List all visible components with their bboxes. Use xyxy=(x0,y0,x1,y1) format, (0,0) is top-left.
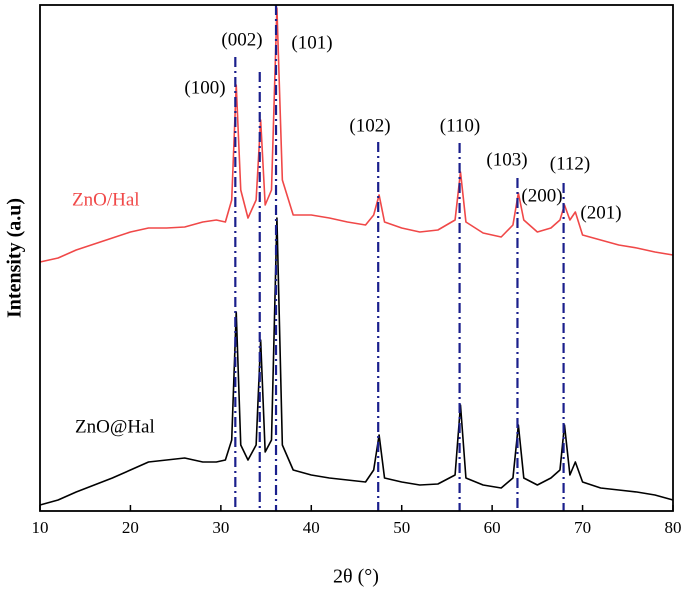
x-tick-label: 80 xyxy=(665,518,682,537)
peak-label: (201) xyxy=(580,202,621,223)
x-tick-label: 10 xyxy=(32,518,49,537)
peak-label: (100) xyxy=(184,77,225,98)
peak-label: (103) xyxy=(486,149,527,170)
peak-label: (002) xyxy=(221,29,262,50)
x-axis-label: 2θ (°) xyxy=(333,566,379,588)
legend-label: ZnO@Hal xyxy=(75,416,155,437)
peak-label: (110) xyxy=(440,115,480,136)
data-line xyxy=(39,217,674,506)
y-axis-label: Intensity (a.u) xyxy=(4,198,26,318)
x-tick-label: 40 xyxy=(303,518,320,537)
x-tick-label: 30 xyxy=(212,518,229,537)
plot-frame xyxy=(39,4,674,512)
peak-label: (112) xyxy=(550,153,590,174)
data-line xyxy=(39,7,674,263)
legend-label: ZnO/Hal xyxy=(72,189,140,210)
peak-label: (101) xyxy=(291,32,332,53)
x-tick-label: 60 xyxy=(484,518,501,537)
x-tick-label: 70 xyxy=(574,518,591,537)
peak-label: (200) xyxy=(521,185,562,206)
x-tick-label: 20 xyxy=(122,518,139,537)
peak-label: (102) xyxy=(349,115,390,136)
x-tick-label: 50 xyxy=(393,518,410,537)
